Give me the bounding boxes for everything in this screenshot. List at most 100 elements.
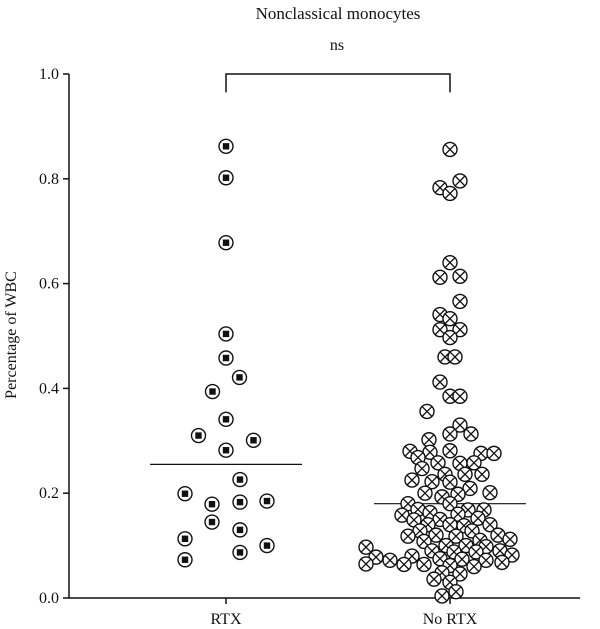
data-point-square — [236, 374, 243, 381]
data-point-square — [263, 497, 271, 505]
data-point-square — [195, 432, 202, 439]
y-axis-label: Percentage of WBC — [3, 271, 20, 399]
data-point-square — [222, 330, 230, 338]
plot-area: 0.0 0.2 0.4 0.6 0.8 1.0 RTX No RTX — [39, 66, 580, 628]
data-point-cross — [398, 559, 410, 570]
data-point-square — [236, 549, 244, 556]
y-tick-label: 0.2 — [39, 485, 59, 502]
data-point-cross — [454, 419, 466, 431]
data-point-cross — [436, 590, 448, 602]
data-point-cross — [454, 296, 466, 307]
data-point-cross — [484, 487, 496, 499]
data-point-square — [181, 490, 189, 497]
significance-label: ns — [330, 37, 344, 54]
data-point-cross — [434, 271, 446, 283]
data-point-square — [263, 542, 271, 549]
data-point-cross — [444, 428, 456, 440]
data-point-cross — [466, 525, 478, 537]
data-point-square — [181, 556, 189, 563]
data-point-square — [208, 518, 216, 526]
data-point-cross — [444, 188, 456, 199]
data-point-square — [222, 354, 230, 362]
data-point-square — [222, 416, 230, 423]
y-tick-label: 0.4 — [39, 380, 59, 397]
data-point-cross — [494, 545, 506, 557]
data-point-cross — [454, 270, 466, 282]
data-point-cross — [470, 546, 482, 558]
data-point-cross — [423, 434, 435, 446]
data-point-cross — [444, 476, 456, 488]
data-point-cross — [418, 559, 430, 570]
data-point-cross — [360, 541, 372, 553]
data-point-cross — [465, 428, 477, 440]
data-point-square — [222, 174, 230, 181]
data-point-cross — [444, 332, 456, 343]
y-tick-label: 0.8 — [39, 171, 59, 188]
y-tick-label: 0.0 — [39, 590, 59, 607]
data-point-cross — [472, 512, 484, 524]
data-point-cross — [464, 483, 476, 494]
data-point-cross — [450, 586, 462, 598]
x-category-label: RTX — [210, 611, 241, 628]
data-point-cross — [459, 468, 471, 480]
data-point-square — [181, 535, 189, 542]
data-point-cross — [476, 468, 488, 480]
significance-bracket — [225, 73, 451, 93]
chart-title: Nonclassical monocytes — [256, 4, 421, 23]
data-point-square — [222, 447, 230, 454]
data-point-cross — [449, 351, 461, 363]
data-point-cross — [454, 568, 466, 580]
data-point-cross — [496, 557, 508, 568]
data-point-cross — [428, 573, 440, 585]
data-point-cross — [421, 406, 433, 417]
data-point-cross — [418, 536, 430, 547]
data-point-cross — [480, 554, 492, 566]
data-point-square — [208, 501, 216, 508]
data-point-cross — [444, 144, 456, 155]
data-point-cross — [430, 529, 442, 541]
data-point-cross — [402, 530, 414, 542]
data-point-cross — [416, 463, 428, 474]
y-tick-label: 0.6 — [39, 276, 59, 293]
data-point-square — [250, 437, 257, 444]
data-point-cross — [444, 519, 456, 530]
data-point-cross — [488, 448, 500, 459]
data-point-square — [222, 239, 230, 246]
data-point-cross — [452, 488, 464, 500]
data-point-cross — [444, 498, 456, 510]
data-point-cross — [434, 376, 446, 388]
data-point-cross — [432, 457, 444, 469]
data-point-square — [222, 143, 230, 150]
data-point-cross — [384, 554, 396, 566]
data-point-cross — [456, 553, 468, 565]
data-point-square — [236, 476, 244, 483]
data-point-cross — [408, 514, 420, 526]
data-point-cross — [444, 257, 456, 268]
data-point-cross — [454, 324, 466, 336]
data-point-cross — [504, 533, 516, 545]
data-point-cross — [426, 476, 438, 488]
data-point-square — [236, 526, 244, 534]
data-point-cross — [360, 558, 372, 570]
data-point-cross — [454, 457, 466, 469]
y-tick-label: 1.0 — [39, 66, 59, 83]
data-point-cross — [506, 549, 518, 561]
data-point-cross — [412, 452, 424, 463]
data-point-cross — [452, 508, 464, 520]
data-point-cross — [468, 561, 480, 572]
data-point-cross — [419, 487, 431, 499]
data-point-cross — [444, 313, 456, 325]
data-point-square — [236, 498, 244, 506]
data-point-cross — [492, 529, 504, 541]
data-point-cross — [450, 530, 462, 542]
x-category-label: No RTX — [423, 611, 478, 628]
data-point-cross — [424, 446, 436, 458]
data-point-cross — [468, 457, 480, 469]
data-point-cross — [434, 324, 446, 336]
data-point-cross — [396, 509, 408, 521]
data-point-cross — [444, 445, 456, 457]
data-point-cross — [454, 390, 466, 402]
data-point-cross — [454, 175, 466, 187]
